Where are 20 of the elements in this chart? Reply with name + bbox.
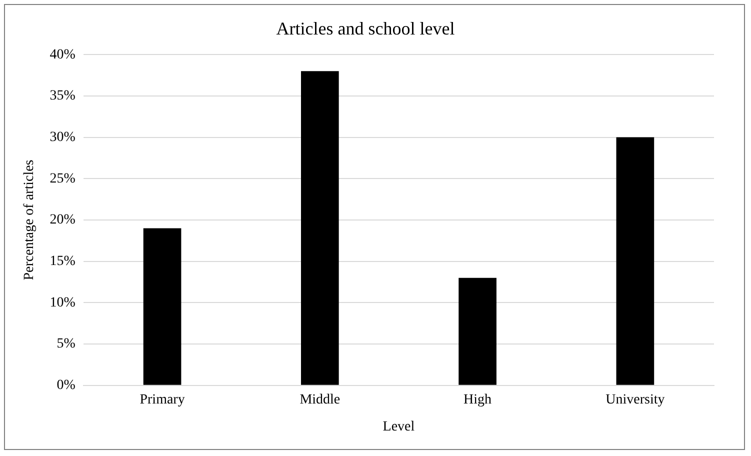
x-tick-label: University	[606, 392, 665, 408]
y-tick-label: 30%	[50, 130, 76, 145]
y-tick-label: 40%	[50, 47, 76, 62]
y-tick-label: 10%	[50, 295, 76, 310]
y-tick-label: 25%	[50, 171, 76, 186]
x-tick-label: High	[464, 392, 492, 408]
bar	[301, 71, 339, 385]
bar	[616, 137, 654, 385]
bar	[143, 228, 182, 385]
y-tick-label: 15%	[50, 254, 76, 270]
y-tick-label: 35%	[50, 88, 76, 104]
x-tick-label: Middle	[300, 392, 340, 408]
y-tick-label: 20%	[50, 212, 76, 228]
bar	[458, 278, 496, 385]
y-axis-title: Percentage of articles	[22, 160, 38, 280]
y-tick-label: 5%	[56, 336, 76, 352]
x-axis-title: Level	[382, 419, 415, 434]
y-tick-label: 0%	[56, 378, 76, 394]
x-tick-label: Primary	[140, 392, 185, 408]
chart-title: Articles and school level	[276, 18, 455, 39]
